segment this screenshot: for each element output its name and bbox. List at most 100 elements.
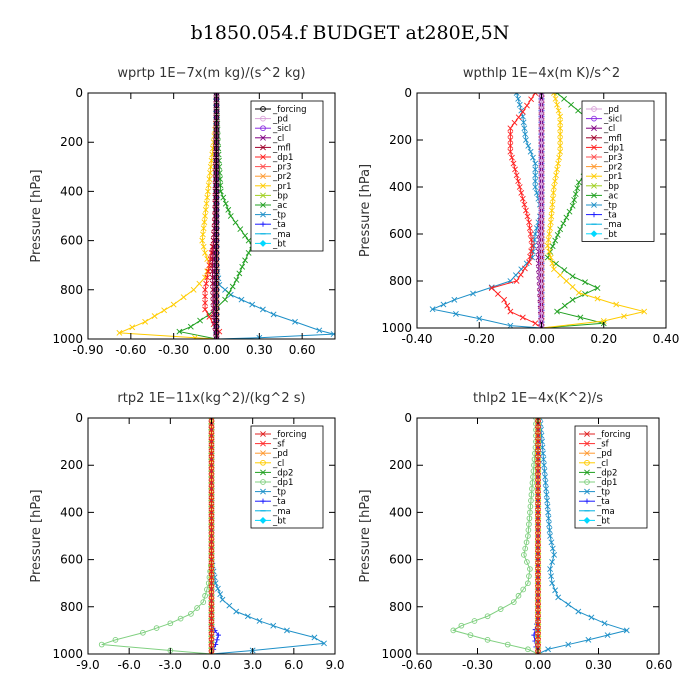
series-point-mfl xyxy=(212,157,219,164)
series-point-dp1 xyxy=(202,300,208,306)
series-point-forcing xyxy=(535,603,541,610)
series-point-pr1 xyxy=(196,280,203,287)
series-point-dp1 xyxy=(512,166,518,173)
series-point-dp1 xyxy=(529,480,536,486)
series-point-tp xyxy=(585,636,592,643)
series-point-tp xyxy=(575,608,582,615)
series-point-dp1 xyxy=(458,622,465,629)
y-tick-label: 1000 xyxy=(52,332,83,346)
series-point-tp xyxy=(546,521,553,528)
series-point-pr1 xyxy=(203,200,210,207)
series-point-forcing xyxy=(535,544,541,551)
legend-marker-pr2 xyxy=(591,163,597,170)
series-point-dp1 xyxy=(216,328,223,335)
legend-label-dp2: _dp2 xyxy=(272,468,293,478)
series-point-pd xyxy=(538,278,545,284)
series-point-ac xyxy=(187,323,194,330)
series-point-forcing xyxy=(208,515,215,522)
legend-label-mfl: _mfl xyxy=(603,134,622,144)
series-point-pr1 xyxy=(207,170,213,176)
series-point-mfl xyxy=(212,188,219,195)
series-point-ac xyxy=(568,101,574,108)
series-point-forcing xyxy=(213,108,220,115)
series-point-pr1 xyxy=(557,272,564,279)
x-tick-label: -0.30 xyxy=(158,343,189,357)
series-point-forcing xyxy=(208,538,215,545)
series-point-pd xyxy=(538,295,545,302)
series-point-forcing xyxy=(535,456,541,463)
series-point-forcing xyxy=(535,491,541,498)
series-point-tp xyxy=(451,296,458,303)
series-point-pd xyxy=(538,307,545,314)
legend-marker-ta xyxy=(584,498,590,504)
series-point-dp1 xyxy=(527,509,533,516)
series-point-dp1 xyxy=(515,592,522,599)
series-point-dp1 xyxy=(532,93,539,96)
y-tick-label: 200 xyxy=(389,133,412,147)
series-point-forcing xyxy=(213,120,220,127)
series-point-tp xyxy=(545,509,552,516)
series-point-forcing xyxy=(535,621,541,628)
series-point-forcing xyxy=(208,444,215,451)
series-point-pr1 xyxy=(549,260,556,267)
series-point-ac xyxy=(237,226,244,233)
series-point-forcing xyxy=(208,479,215,486)
legend-label-pd: _pd xyxy=(603,105,619,115)
series-point-mfl xyxy=(209,268,216,275)
y-tick-label: 800 xyxy=(60,283,83,297)
legend-marker-pd xyxy=(260,115,266,122)
x-tick-label: 0.30 xyxy=(246,343,273,357)
series-point-ta xyxy=(214,637,220,643)
legend-marker-forcing xyxy=(260,106,266,112)
legend-marker-ac xyxy=(260,202,266,208)
legend-label-bt: _bt xyxy=(603,230,618,240)
series-point-pr1 xyxy=(557,137,564,143)
series-point-tp xyxy=(565,641,572,648)
series-point-ac xyxy=(560,220,567,227)
series-point-pd xyxy=(538,137,545,143)
series-point-dp1 xyxy=(516,184,523,190)
series-point-ac xyxy=(197,317,203,324)
series-point-tp xyxy=(219,596,226,603)
y-tick-label: 1000 xyxy=(52,647,83,661)
series-line-tp xyxy=(430,93,543,328)
legend-label-sf: _sf xyxy=(272,440,286,450)
series-point-pd xyxy=(538,154,545,161)
legend-label-bp: _bp xyxy=(272,191,288,201)
panel-3: rtp2 1E−11x(kg^2)/(kg^2 s) Pressure [hPa]… xyxy=(29,391,345,672)
series-point-pr1 xyxy=(208,157,215,164)
series-point-pr1 xyxy=(575,289,582,296)
series-point-forcing xyxy=(208,550,215,557)
series-point-pr1 xyxy=(621,313,627,320)
series-point-tp xyxy=(604,632,611,639)
legend-marker-bt xyxy=(590,230,598,238)
series-point-dp1 xyxy=(501,296,508,303)
series-point-pr1 xyxy=(207,163,214,170)
series-point-tp xyxy=(623,627,630,634)
series-point-ac xyxy=(557,226,564,233)
series-point-dp1 xyxy=(527,231,534,237)
x-tick-label: -0.60 xyxy=(115,343,146,357)
legend-marker-pd xyxy=(260,450,266,457)
series-point-dp1 xyxy=(526,515,533,522)
series-point-forcing xyxy=(535,418,541,421)
series-point-pr1 xyxy=(201,219,208,226)
series-point-dp1 xyxy=(531,462,537,469)
series-point-tp xyxy=(259,306,266,313)
series-point-pd xyxy=(538,225,545,231)
series-point-pd xyxy=(538,272,545,278)
x-tick-label: 0.40 xyxy=(653,332,680,346)
panel-title: thlp2 1E−4x(K^2)/s xyxy=(473,391,603,406)
panel-4: thlp2 1E−4x(K^2)/s Pressure [hPa] -0.60 -0.… xyxy=(358,391,672,672)
series-point-ac xyxy=(217,188,224,195)
series-point-ac xyxy=(552,237,559,244)
series-point-tp xyxy=(549,545,556,552)
legend-label-tp: _tp xyxy=(596,488,610,498)
series-point-tp xyxy=(547,566,554,572)
legend-label-pr2: _pr2 xyxy=(272,172,292,182)
legend-label-tp: _tp xyxy=(603,201,617,211)
series-point-tp xyxy=(238,296,245,303)
legend-label-ac: _ac xyxy=(603,191,618,201)
series-point-cl xyxy=(212,237,219,244)
